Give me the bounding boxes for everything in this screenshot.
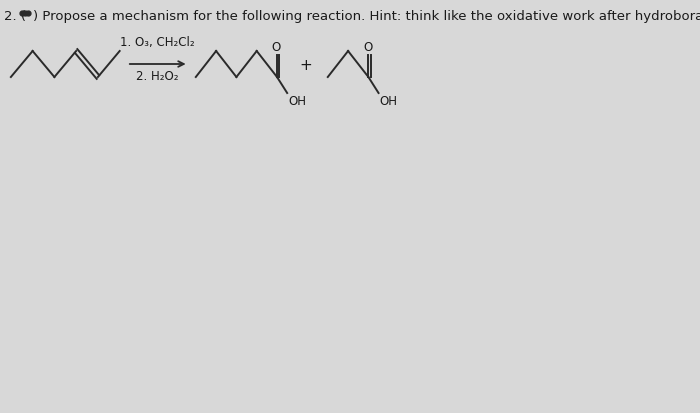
Text: O: O [363,41,372,54]
Text: O: O [272,41,281,54]
Text: 1. O₃, CH₂Cl₂: 1. O₃, CH₂Cl₂ [120,36,195,49]
Text: 2. (: 2. ( [4,10,26,23]
Text: 2. H₂O₂: 2. H₂O₂ [136,70,179,83]
Text: ) Propose a mechanism for the following reaction. Hint: think like the oxidative: ) Propose a mechanism for the following … [33,10,700,23]
Text: +: + [300,57,312,72]
Text: OH: OH [288,95,306,108]
Text: OH: OH [379,95,398,108]
